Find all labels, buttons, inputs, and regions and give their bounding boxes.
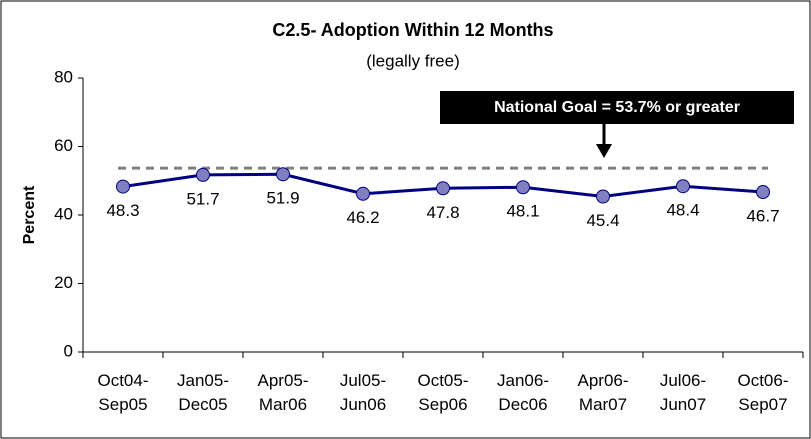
goal-label: National Goal = 53.7% or greater: [494, 99, 740, 116]
data-label: 48.1: [506, 202, 539, 221]
y-tick-label: 0: [64, 341, 73, 360]
data-label: 46.7: [746, 207, 779, 226]
y-tick-label: 80: [54, 67, 73, 86]
chart-subtitle: (legally free): [366, 51, 460, 70]
marker: [196, 167, 210, 182]
x-tick-label: Apr05-Mar06: [257, 371, 308, 414]
data-label: 45.4: [586, 211, 619, 230]
goal-arrowhead: [596, 144, 612, 158]
y-tick-label: 20: [54, 273, 73, 292]
marker: [436, 181, 450, 196]
y-axis-label: Percent: [21, 185, 38, 244]
marker: [356, 186, 370, 201]
data-label: 51.7: [186, 189, 219, 208]
data-label: 48.3: [106, 201, 139, 220]
marker: [676, 179, 690, 194]
data-label: 47.8: [426, 203, 459, 222]
data-label: 48.4: [666, 201, 699, 220]
data-label: 51.9: [266, 189, 299, 208]
goal-box: [440, 91, 794, 124]
x-tick-label: Jul06-Jun07: [660, 371, 706, 414]
marker: [276, 167, 290, 182]
x-tick-label: Jan05-Dec05: [177, 371, 229, 414]
data-label: 46.2: [346, 208, 379, 227]
y-tick-label: 40: [54, 204, 73, 223]
chart-title: C2.5- Adoption Within 12 Months: [272, 20, 553, 40]
x-tick-label: Oct04-Sep05: [97, 371, 148, 414]
x-tick-label: Jan06-Dec06: [497, 371, 549, 414]
x-tick-label: Oct06-Sep07: [737, 371, 788, 414]
marker: [116, 179, 130, 194]
y-tick-label: 60: [54, 136, 73, 155]
x-tick-label: Jul05-Jun06: [340, 371, 386, 414]
marker: [756, 185, 770, 200]
x-tick-label: Apr06-Mar07: [577, 371, 628, 414]
marker: [596, 189, 610, 204]
x-tick-label: Oct05-Sep06: [417, 371, 468, 414]
marker: [516, 180, 530, 195]
